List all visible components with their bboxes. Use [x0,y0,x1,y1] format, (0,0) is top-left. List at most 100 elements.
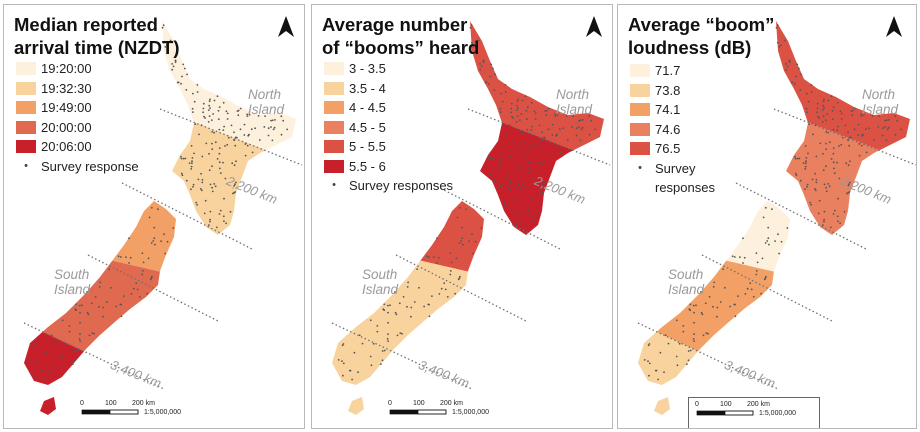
survey-point [68,330,71,333]
survey-point [191,157,194,159]
survey-point [800,73,802,76]
survey-point [465,208,467,211]
survey-point [209,210,212,213]
scale-bar: 0 100 200 km 1:5,000,000 [688,397,820,428]
survey-point [794,155,796,158]
survey-point [361,342,364,345]
survey-point [457,278,460,281]
survey-point [847,131,849,134]
survey-point [868,127,870,130]
survey-point [833,172,836,175]
survey-point [816,111,818,114]
survey-point [807,152,809,155]
legend-swatch [324,62,344,76]
survey-point [493,179,496,182]
survey-point [509,181,512,184]
survey-point [900,128,902,131]
survey-point [512,199,515,202]
survey-point [177,81,180,84]
distance-line [467,108,611,166]
survey-point [227,136,230,139]
survey-point [817,115,819,118]
survey-point [858,154,861,157]
survey-point [205,142,208,145]
survey-point [756,261,759,264]
survey-point [685,363,688,365]
survey-point [443,282,446,284]
survey-point [539,162,542,165]
survey-point [504,84,507,86]
survey-point [410,315,412,318]
survey-point [264,115,266,117]
survey-point [853,128,856,131]
survey-point [71,363,74,365]
survey-point [508,189,511,192]
survey-point [509,155,512,158]
legend-item: 3 - 3.5 [324,59,453,79]
survey-point [169,39,172,42]
survey-point [826,113,828,115]
survey-point [737,295,739,297]
legend-label-survey: Survey response [41,158,139,174]
survey-point [733,303,736,306]
survey-point [848,144,851,147]
survey-point [61,319,64,322]
survey-point [850,136,852,139]
survey-point [675,319,678,322]
survey-point [115,305,117,308]
survey-point [125,256,127,258]
survey-point [225,222,228,225]
survey-point [526,128,529,131]
survey-point [701,313,704,316]
survey-point [794,157,797,160]
survey-point [712,305,714,308]
survey-point [823,218,825,221]
survey-point [746,287,749,290]
title-line-1: Average “boom” [628,14,775,35]
survey-point [871,115,874,117]
survey-point [472,252,474,255]
map-panel: Average “boom” loudness (dB) 71.7 73.8 74.1 7… [617,4,917,429]
survey-point [216,226,218,229]
survey-point [503,201,506,204]
survey-point [499,157,502,159]
survey-point [224,145,226,147]
survey-point [196,84,199,86]
survey-point [724,286,726,289]
survey-point [349,369,352,372]
survey-point [471,233,473,236]
survey-point [500,183,503,186]
legend-item: 3.5 - 4 [324,79,453,99]
survey-point [525,109,528,112]
survey-point [692,304,695,307]
scale-ratio: 1:5,000,000 [452,409,489,416]
survey-point [832,128,835,131]
survey-point [490,63,493,66]
title-line-1: Median reported [14,14,158,35]
survey-point [142,261,145,264]
scale-tick-200: 200 km [132,400,155,407]
survey-point [438,293,441,295]
legend-swatch [324,159,344,173]
panel-title: Average number of “booms” heard [322,13,479,59]
survey-point [207,121,210,123]
legend-swatch [630,103,650,117]
survey-point [394,291,396,293]
survey-point [545,114,548,117]
survey-point [394,311,397,314]
survey-point [180,157,183,160]
survey-point [204,117,207,119]
survey-point [194,123,197,126]
survey-point [237,114,240,117]
survey-point [851,114,854,117]
survey-point [164,252,167,255]
survey-point [542,183,544,186]
survey-point [807,100,810,103]
survey-point [833,209,836,212]
scale-bar: 0 100 200 km 1:5,000,000 [382,397,512,427]
survey-point [522,185,525,188]
survey-point [34,362,37,365]
survey-point [43,378,45,381]
survey-point [506,133,508,136]
survey-point [120,315,123,318]
